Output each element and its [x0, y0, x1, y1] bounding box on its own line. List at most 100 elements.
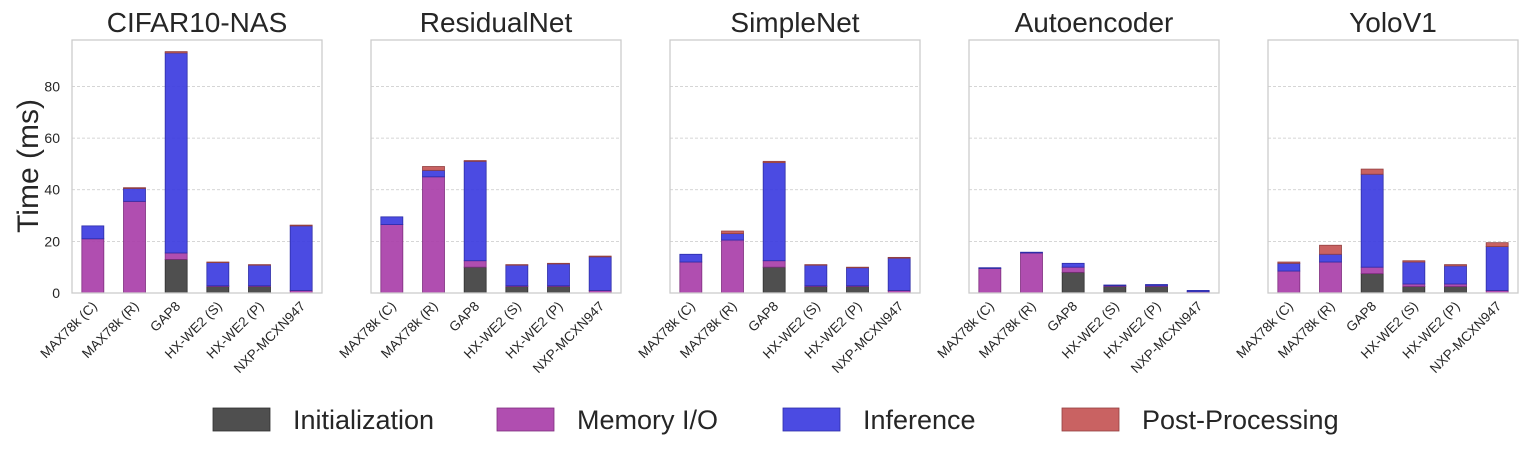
bar-segment-inference [978, 267, 1002, 269]
bar-stack-nxp-mcxn947 [1485, 242, 1509, 294]
bar-segment-post-processing [1402, 260, 1426, 263]
bar-segment-initialization [1402, 286, 1426, 294]
x-tick-label: GAP8 [745, 299, 781, 335]
bar-stack-hx-we2-p [846, 266, 869, 294]
bar-stack-gap8 [463, 160, 487, 294]
legend-swatch [212, 407, 271, 432]
bar-stack-hx-we2-s [1103, 284, 1127, 294]
bar-segment-inference [422, 169, 445, 178]
bar-segment-inference [1061, 262, 1085, 268]
legend-swatch [496, 407, 555, 432]
bar-segment-inference [1402, 261, 1426, 285]
bar-segment-initialization [1145, 286, 1168, 294]
bar-segment-inference [1145, 284, 1168, 287]
bar-segment-inference [547, 263, 570, 287]
bar-segment-memory-i-o [164, 252, 188, 260]
bar-stack-max78k-r [422, 166, 445, 294]
bar-segment-post-processing [721, 230, 744, 235]
legend-item-initialization: Initialization [212, 405, 434, 435]
bar-stack-max78k-c [1277, 261, 1301, 294]
bar-segment-initialization [1444, 286, 1467, 294]
bar-segment-inference [380, 216, 404, 225]
bar-segment-initialization [804, 286, 828, 294]
bar-stack-max78k-c [978, 267, 1002, 294]
bar-segment-inference [289, 225, 313, 291]
subplot-title: ResidualNet [420, 7, 573, 38]
bar-segment-memory-i-o [1319, 261, 1342, 294]
bar-stack-hx-we2-p [248, 264, 271, 294]
bar-stack-nxp-mcxn947 [588, 255, 612, 294]
bar-stack-hx-we2-s [804, 264, 828, 294]
bar-segment-initialization [463, 266, 487, 294]
x-tick-label: NXP-MCXN947 [1128, 299, 1205, 376]
legend-swatch [1061, 407, 1120, 432]
bar-segment-inference [123, 188, 146, 202]
bar-segment-inference [81, 225, 105, 240]
legend-swatch [782, 407, 841, 432]
bar-stack-max78k-c [380, 216, 404, 294]
bar-segment-initialization [248, 286, 271, 294]
bar-segment-initialization [206, 286, 230, 294]
bar-segment-inference [1444, 265, 1467, 285]
bar-segment-inference [1360, 173, 1384, 268]
bar-segment-post-processing [846, 266, 869, 269]
legend-label: Memory I/O [577, 405, 718, 435]
bar-segment-post-processing [463, 160, 487, 162]
bar-segment-memory-i-o [1020, 252, 1043, 294]
x-tick-label: NXP-MCXN947 [829, 299, 906, 376]
plot-frame [669, 39, 921, 294]
bar-segment-initialization [164, 259, 188, 294]
bar-segment-initialization [547, 286, 570, 294]
legend-label: Post-Processing [1142, 405, 1339, 435]
bar-stack-hx-we2-s [1402, 260, 1426, 294]
x-tick-label: GAP8 [147, 299, 183, 335]
bar-segment-inference [804, 264, 828, 287]
bar-segment-inference [762, 162, 786, 262]
bar-segment-memory-i-o [721, 239, 744, 294]
plot-frame [1267, 39, 1519, 294]
bar-segment-post-processing [887, 256, 911, 259]
bar-segment-memory-i-o [762, 260, 786, 268]
bar-segment-inference [721, 233, 744, 241]
bar-segment-post-processing [804, 264, 828, 266]
bar-segment-post-processing [422, 166, 445, 171]
bar-segment-memory-i-o [1061, 266, 1085, 273]
legend-item-post-processing: Post-Processing [1061, 405, 1339, 435]
y-tick-label: 60 [44, 130, 60, 146]
legend-label: Inference [863, 405, 976, 435]
bar-segment-inference [1020, 251, 1043, 254]
bar-segment-memory-i-o [1277, 270, 1301, 294]
legend-item-inference: Inference [782, 405, 976, 435]
bar-segment-post-processing [1360, 168, 1384, 175]
bar-segment-post-processing [1444, 264, 1467, 267]
bar-stack-max78k-c [81, 225, 105, 294]
x-tick-label: GAP8 [446, 299, 482, 335]
bar-segment-post-processing [206, 261, 230, 264]
bar-segment-inference [505, 264, 529, 287]
bar-segment-memory-i-o [463, 260, 487, 268]
bar-segment-inference [463, 160, 487, 262]
bar-stack-gap8 [1360, 168, 1384, 294]
bar-stack-max78k-c [679, 253, 703, 294]
bar-stack-gap8 [1061, 262, 1085, 294]
bar-segment-inference [206, 262, 230, 287]
bar-segment-inference [887, 257, 911, 291]
x-tick-label: GAP8 [1343, 299, 1379, 335]
bar-segment-initialization [1061, 271, 1085, 294]
bar-segment-post-processing [248, 264, 271, 266]
bar-stack-hx-we2-p [1145, 284, 1168, 294]
bar-segment-post-processing [762, 160, 786, 164]
bar-segment-post-processing [1277, 261, 1301, 264]
bar-segment-initialization [1360, 273, 1384, 294]
plot-frame [370, 39, 622, 294]
bar-segment-initialization [505, 286, 529, 294]
bar-segment-memory-i-o [123, 200, 146, 294]
bar-segment-inference [588, 256, 612, 291]
bar-stack-nxp-mcxn947 [887, 256, 911, 294]
